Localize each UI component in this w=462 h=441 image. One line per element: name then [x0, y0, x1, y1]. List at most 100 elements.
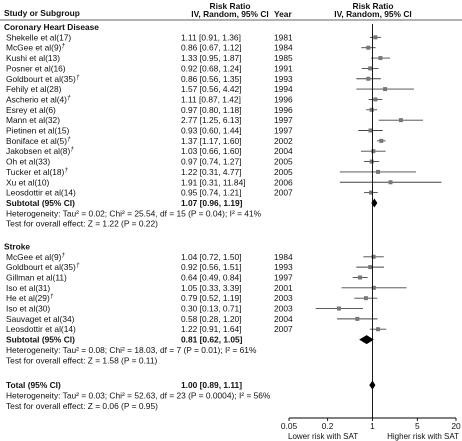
point-estimate-square — [373, 97, 378, 102]
study-ci-value: 1.11 [0.91, 1.36] — [181, 32, 241, 42]
study-name: Kushi et al(13) — [6, 53, 60, 63]
study-ci-value: 1.22 [0.91, 1.64] — [181, 324, 242, 334]
footer-lower-risk: Lower risk with SAT — [288, 432, 358, 441]
study-label: Posner et al(16) — [6, 63, 66, 73]
study-year: 1991 — [274, 63, 293, 73]
study-label: Gillman et al(11) — [6, 272, 67, 282]
study-name: Iso et al(31) — [6, 283, 50, 293]
summary-diamond — [371, 198, 378, 208]
point-estimate-square — [369, 159, 374, 164]
study-ci-value: 0.95 [0.74, 1.21] — [181, 188, 242, 198]
point-estimate-square — [378, 56, 383, 61]
study-year: 2007 — [274, 324, 293, 334]
study-name: McGee et al(9) — [6, 252, 62, 262]
study-ci-value: 0.79 [0.52, 1.19] — [181, 293, 242, 303]
study-year: 1996 — [274, 94, 293, 104]
study-year: 2007 — [274, 188, 293, 198]
point-estimate-square — [373, 35, 378, 40]
study-label: Boniface et al(5)† — [6, 136, 71, 146]
x-tick-label: 1 — [370, 421, 375, 431]
study-year: 2003 — [274, 304, 293, 314]
study-label: Mann et al(32) — [6, 115, 60, 125]
study-ci-value: 1.05 [0.33, 3.39] — [181, 283, 242, 293]
study-year: 1997 — [274, 115, 293, 125]
overall-effect-text: Test for overall effect: Z = 1.22 (P = 0… — [6, 219, 158, 229]
study-year: 2001 — [274, 283, 293, 293]
study-name: Jakobsen et al(8) — [6, 146, 70, 156]
point-estimate-square — [371, 149, 376, 154]
study-label: Leosdottir et al(14) — [6, 188, 76, 198]
study-name: Posner et al(16) — [6, 63, 66, 73]
study-year: 2005 — [274, 157, 293, 167]
study-name: Shekelle et al(17) — [6, 32, 71, 42]
study-year: 1984 — [274, 252, 293, 262]
x-tick-label: 5 — [415, 421, 420, 431]
point-estimate-square — [371, 254, 376, 259]
study-ci-value: 1.22 [0.31, 4.77] — [181, 167, 242, 177]
study-year: 2004 — [274, 314, 293, 324]
study-ci-value: 0.97 [0.80, 1.18] — [181, 105, 242, 115]
study-ci-value: 1.37 [1.17, 1.60] — [181, 136, 242, 146]
x-tick-label: 20 — [451, 421, 461, 431]
plot-header-method: IV, Random, 95% CI — [334, 9, 411, 19]
study-year: 2005 — [274, 167, 293, 177]
subtotal-ci-value: 1.07 [0.96, 1.19] — [181, 198, 243, 208]
study-name: Tucker et al(18) — [6, 167, 65, 177]
study-ci-value: 0.97 [0.74, 1.27] — [181, 157, 242, 167]
footnote-mark: † — [70, 146, 74, 153]
total-label: Total (95% CI) — [6, 380, 61, 390]
study-ci-value: 2.77 [1.25, 6.13] — [181, 115, 242, 125]
study-year: 2003 — [274, 293, 293, 303]
subtotal-label: Subtotal (95% CI) — [6, 335, 75, 345]
plot-header-risk-ratio: Risk Ratio — [353, 1, 394, 11]
study-name: Oh et al(33) — [6, 157, 50, 167]
header-year: Year — [274, 9, 292, 19]
point-estimate-square — [371, 285, 376, 290]
point-estimate-square — [376, 327, 381, 332]
study-label: Esrey et al(6) — [6, 105, 56, 115]
footnote-mark: † — [61, 43, 65, 50]
header-study-or-subgroup: Study or Subgroup — [4, 8, 80, 18]
study-name: Fehily et al(28) — [6, 84, 62, 94]
footnote-mark: † — [61, 252, 65, 259]
study-label: Goldbourt et al(35)† — [6, 74, 80, 84]
heterogeneity-text: Heterogeneity: Tau² = 0.02; Chi² = 25.54… — [6, 208, 262, 218]
footnote-mark: † — [67, 94, 71, 101]
point-estimate-square — [379, 138, 384, 143]
study-name: Esrey et al(6) — [6, 105, 56, 115]
total-overall-effect-text: Test for overall effect: Z = 0.06 (P = 0… — [6, 401, 158, 411]
study-label: Pietinen et al(15) — [6, 126, 70, 136]
study-year: 1981 — [274, 32, 293, 42]
point-estimate-square — [363, 296, 368, 301]
study-label: Iso et al(31) — [6, 283, 50, 293]
summary-diamond — [359, 335, 374, 345]
study-name: He et al(29) — [6, 293, 50, 303]
overall-effect-text: Test for overall effect: Z = 1.58 (P = 0… — [6, 355, 158, 365]
study-year: 1997 — [274, 126, 293, 136]
study-name: Mann et al(32) — [6, 115, 60, 125]
group-title: Coronary Heart Disease — [4, 22, 99, 32]
study-label: Fehily et al(28) — [6, 84, 62, 94]
study-ci-value: 1.11 [0.87, 1.42] — [181, 94, 241, 104]
study-ci-value: 1.57 [0.56, 4.42] — [181, 84, 242, 94]
study-name: Sauvaget et al(34) — [6, 314, 75, 324]
point-estimate-square — [336, 306, 341, 311]
footnote-mark: † — [76, 262, 80, 269]
study-label: McGee et al(9)† — [6, 252, 65, 262]
point-estimate-square — [388, 180, 393, 185]
study-label: Jakobsen et al(8)† — [6, 146, 74, 156]
study-label: Tucker et al(18)† — [6, 167, 68, 177]
study-label: He et al(29)† — [6, 293, 54, 303]
study-name: Boniface et al(5) — [6, 136, 67, 146]
footnote-mark: † — [64, 167, 68, 174]
header-risk-ratio-method: IV, Random, 95% CI — [191, 9, 268, 19]
study-name: Iso et al(30) — [6, 304, 50, 314]
study-year: 1985 — [274, 53, 293, 63]
subtotal-ci-value: 0.81 [0.62, 1.05] — [181, 335, 243, 345]
footnote-mark: † — [76, 74, 80, 81]
study-name: McGee et al(9) — [6, 43, 62, 53]
study-year: 1994 — [274, 84, 293, 94]
footer-higher-risk: Higher risk with SAT — [387, 432, 459, 441]
study-ci-value: 1.04 [0.72, 1.50] — [181, 252, 242, 262]
study-label: Ascherio et al(4)† — [6, 94, 71, 104]
